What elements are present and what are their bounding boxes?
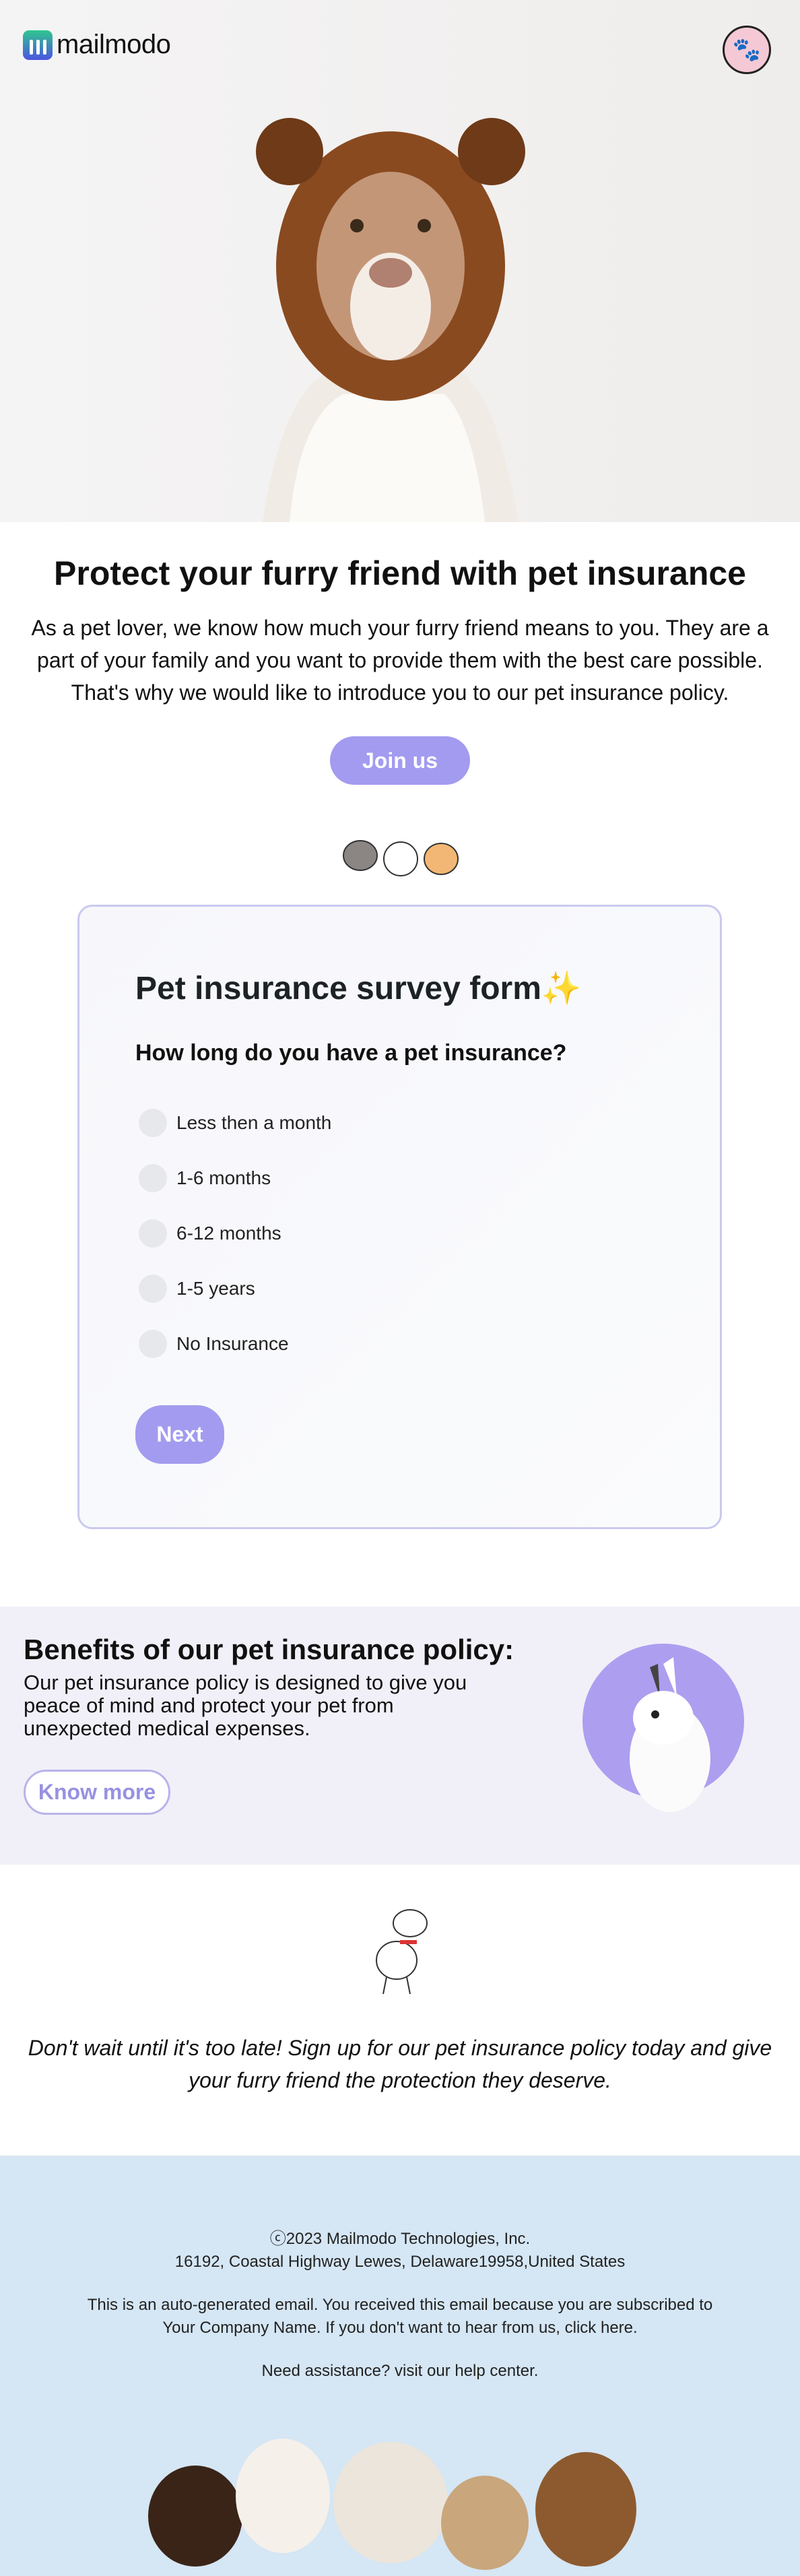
option-label: No Insurance bbox=[176, 1333, 289, 1354]
dogs-group-image bbox=[148, 2439, 636, 2570]
brand-name: mailmodo bbox=[57, 30, 171, 59]
page-title: Protect your furry friend with pet insur… bbox=[54, 554, 746, 592]
notice-line-1: This is an auto-generated email. You rec… bbox=[87, 2296, 713, 2314]
rabbit-image bbox=[582, 1644, 744, 1812]
next-button[interactable]: Next bbox=[135, 1405, 224, 1464]
copyright: ⓒ2023 Mailmodo Technologies, Inc. bbox=[269, 2230, 531, 2248]
option-1-5-years[interactable]: 1-5 years bbox=[139, 1275, 255, 1303]
option-label: 1-6 months bbox=[176, 1167, 271, 1188]
help-center-link[interactable]: Need assistance? visit our help center. bbox=[261, 2362, 539, 2380]
radio-button[interactable] bbox=[139, 1330, 167, 1358]
survey-form: Pet insurance survey form✨ How long do y… bbox=[77, 905, 722, 1529]
radio-button[interactable] bbox=[139, 1275, 167, 1303]
address: 16192, Coastal Highway Lewes, Delaware19… bbox=[174, 2253, 626, 2271]
cartoon-pets-icon bbox=[343, 840, 459, 876]
notice-line-2[interactable]: Your Company Name. If you don't want to … bbox=[162, 2319, 638, 2337]
sparkle-icon: ✨ bbox=[541, 971, 582, 1006]
hero-image bbox=[0, 0, 800, 522]
option-label: 1-5 years bbox=[176, 1278, 255, 1299]
intro-text: As a pet lover, we know how much your fu… bbox=[31, 616, 769, 705]
benefits-section: Benefits of our pet insurance policy: Ou… bbox=[0, 1607, 800, 1865]
mailmodo-logo[interactable]: mailmodo bbox=[23, 30, 171, 60]
survey-question: How long do you have a pet insurance? bbox=[135, 1040, 567, 1066]
footer: ⓒ2023 Mailmodo Technologies, Inc. 16192,… bbox=[0, 2156, 800, 2576]
dog-photo bbox=[256, 118, 525, 522]
know-more-button[interactable]: Know more bbox=[24, 1770, 170, 1815]
mailmodo-logo-icon bbox=[23, 30, 53, 60]
option-no-insurance[interactable]: No Insurance bbox=[139, 1330, 289, 1358]
join-us-button[interactable]: Join us bbox=[330, 736, 470, 785]
cta-text: Don't wait until it's too late! Sign up … bbox=[28, 2036, 772, 2092]
paw-avatar-icon: 🐾 bbox=[723, 26, 771, 74]
benefits-text: Our pet insurance policy is designed to … bbox=[24, 1671, 467, 1740]
option-label: 6-12 months bbox=[176, 1223, 281, 1244]
option-less-than-month[interactable]: Less then a month bbox=[139, 1109, 331, 1137]
option-1-6-months[interactable]: 1-6 months bbox=[139, 1164, 271, 1192]
option-6-12-months[interactable]: 6-12 months bbox=[139, 1219, 281, 1248]
radio-button[interactable] bbox=[139, 1164, 167, 1192]
radio-button[interactable] bbox=[139, 1219, 167, 1248]
radio-button[interactable] bbox=[139, 1109, 167, 1137]
option-label: Less then a month bbox=[176, 1112, 332, 1133]
benefits-title: Benefits of our pet insurance policy: bbox=[24, 1634, 514, 1665]
survey-title: Pet insurance survey form✨ bbox=[135, 971, 582, 1006]
cartoon-dog-icon bbox=[376, 1909, 428, 1995]
